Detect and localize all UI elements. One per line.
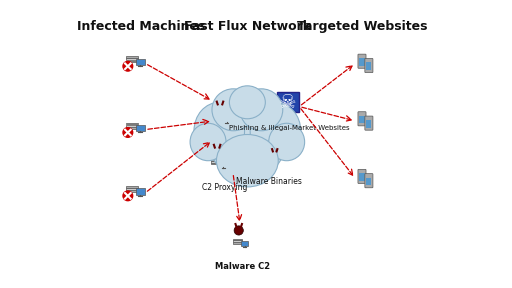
FancyBboxPatch shape	[358, 169, 366, 183]
FancyBboxPatch shape	[220, 162, 227, 167]
Circle shape	[271, 151, 279, 158]
Ellipse shape	[240, 89, 283, 131]
Circle shape	[216, 103, 225, 113]
FancyBboxPatch shape	[365, 174, 373, 188]
FancyBboxPatch shape	[126, 127, 138, 129]
FancyBboxPatch shape	[359, 173, 365, 181]
FancyBboxPatch shape	[271, 99, 284, 101]
FancyBboxPatch shape	[359, 116, 365, 123]
Circle shape	[234, 226, 243, 235]
FancyBboxPatch shape	[211, 161, 220, 163]
FancyBboxPatch shape	[276, 92, 298, 112]
Ellipse shape	[261, 162, 268, 164]
Text: Fast Flux Network: Fast Flux Network	[184, 20, 311, 33]
FancyBboxPatch shape	[136, 59, 145, 65]
Ellipse shape	[229, 86, 265, 119]
FancyBboxPatch shape	[232, 242, 242, 244]
FancyBboxPatch shape	[126, 186, 138, 188]
FancyBboxPatch shape	[232, 240, 242, 242]
FancyBboxPatch shape	[136, 125, 145, 131]
FancyBboxPatch shape	[241, 241, 248, 246]
FancyBboxPatch shape	[358, 112, 366, 126]
FancyBboxPatch shape	[358, 54, 366, 68]
FancyBboxPatch shape	[365, 58, 373, 73]
Text: ☠: ☠	[279, 93, 296, 112]
FancyBboxPatch shape	[366, 178, 372, 185]
FancyBboxPatch shape	[126, 122, 138, 124]
FancyBboxPatch shape	[214, 116, 224, 118]
Circle shape	[123, 128, 133, 137]
Ellipse shape	[217, 134, 278, 187]
Ellipse shape	[261, 153, 268, 155]
FancyBboxPatch shape	[126, 56, 138, 58]
FancyBboxPatch shape	[359, 58, 365, 66]
FancyBboxPatch shape	[126, 125, 138, 126]
Text: C2 Proxying: C2 Proxying	[202, 183, 247, 192]
FancyBboxPatch shape	[365, 116, 373, 130]
Ellipse shape	[250, 102, 301, 159]
FancyBboxPatch shape	[366, 120, 372, 128]
Ellipse shape	[212, 89, 254, 131]
FancyBboxPatch shape	[126, 58, 138, 60]
FancyBboxPatch shape	[211, 163, 220, 164]
Circle shape	[212, 147, 222, 156]
FancyBboxPatch shape	[214, 114, 224, 116]
Text: Malware C2: Malware C2	[216, 262, 271, 270]
FancyBboxPatch shape	[126, 190, 138, 192]
FancyBboxPatch shape	[211, 159, 220, 161]
FancyBboxPatch shape	[271, 104, 284, 106]
Circle shape	[123, 191, 133, 201]
FancyBboxPatch shape	[126, 61, 138, 62]
Text: Malware Binaries: Malware Binaries	[236, 177, 302, 186]
Ellipse shape	[190, 123, 226, 161]
Text: Infected Machines: Infected Machines	[77, 20, 205, 33]
Ellipse shape	[269, 123, 305, 161]
FancyBboxPatch shape	[366, 62, 372, 70]
Text: Targeted Websites: Targeted Websites	[297, 20, 428, 33]
FancyBboxPatch shape	[261, 154, 268, 163]
FancyBboxPatch shape	[232, 238, 242, 240]
FancyBboxPatch shape	[214, 118, 224, 120]
FancyBboxPatch shape	[271, 101, 284, 103]
Circle shape	[123, 61, 133, 71]
FancyBboxPatch shape	[223, 117, 231, 122]
FancyBboxPatch shape	[126, 188, 138, 190]
Ellipse shape	[194, 102, 245, 159]
Text: Phishing & Illegal-Market Websites: Phishing & Illegal-Market Websites	[229, 125, 349, 131]
Ellipse shape	[208, 97, 287, 179]
FancyBboxPatch shape	[136, 188, 145, 194]
